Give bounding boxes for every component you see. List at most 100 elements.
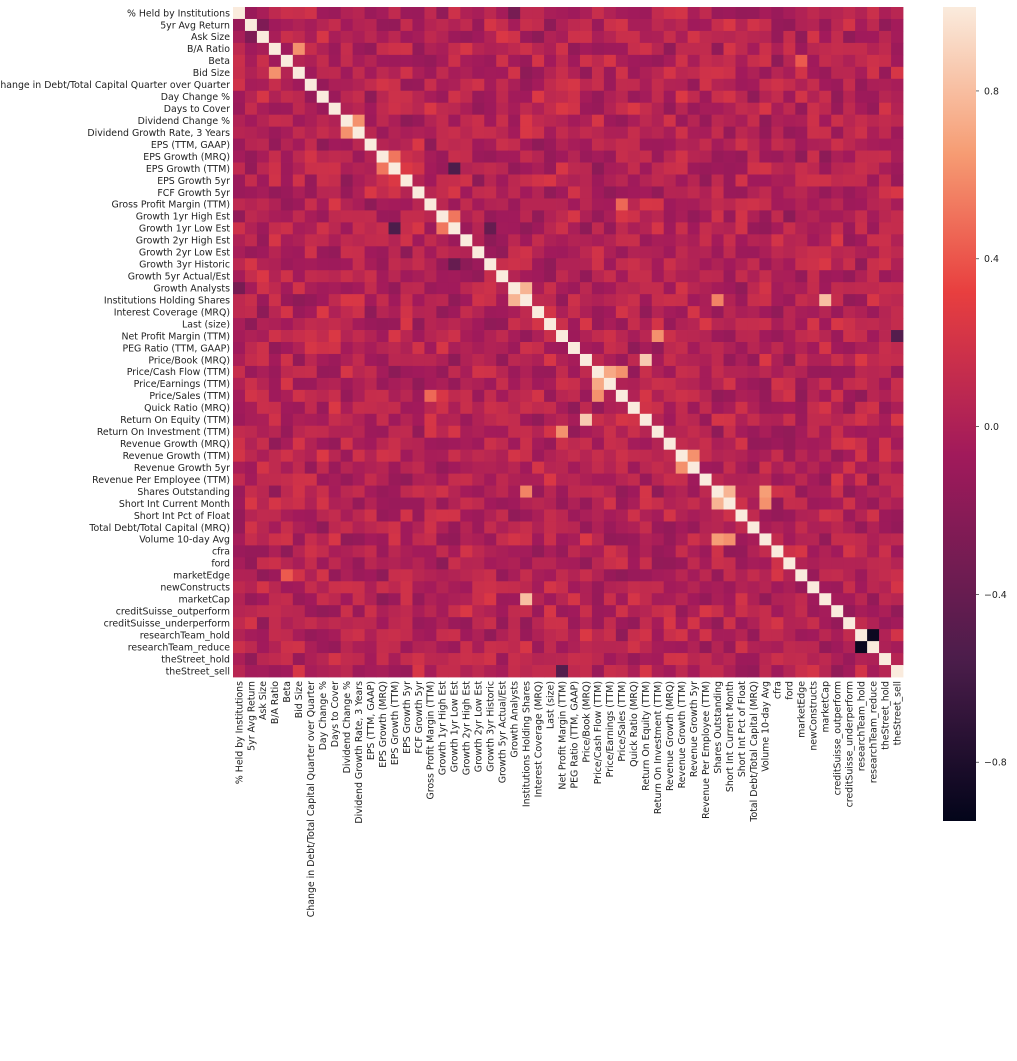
heatmap-cell: [412, 353, 425, 367]
heatmap-cell: [843, 557, 856, 570]
heatmap-cell: [663, 497, 677, 510]
heatmap-cell: [316, 342, 330, 355]
heatmap-cell: [388, 54, 401, 68]
heatmap-cell: [831, 270, 844, 283]
heatmap-cell: [556, 258, 569, 271]
heatmap-cell: [280, 318, 294, 331]
heatmap-cell: [867, 90, 880, 104]
heatmap-cell: [376, 665, 389, 678]
heatmap-cell: [615, 437, 629, 451]
heatmap-cell: [687, 282, 700, 295]
heatmap-cell: [412, 90, 425, 104]
heatmap-cell: [244, 114, 258, 128]
heatmap-cell: [472, 102, 485, 116]
heatmap-cell: [412, 162, 425, 175]
heatmap-cell: [292, 78, 306, 92]
heatmap-cell: [280, 78, 294, 92]
colorbar-gradient: [943, 7, 976, 821]
heatmap-cell: [759, 545, 772, 558]
heatmap-cell: [556, 353, 569, 367]
heatmap-cell: [544, 306, 557, 319]
heatmap-cell: [436, 485, 449, 498]
heatmap-cell: [256, 342, 270, 355]
heatmap-cell: [855, 138, 868, 151]
heatmap-cell: [256, 54, 270, 68]
heatmap-cell: [556, 605, 569, 618]
heatmap-cell: [783, 497, 796, 510]
heatmap-cell: [711, 54, 724, 68]
heatmap-cell: [843, 461, 856, 474]
heatmap-cell: [615, 66, 629, 80]
heatmap-cell: [388, 461, 401, 474]
y-tick-label: 5yr Avg Return: [160, 20, 230, 31]
heatmap-cell: [364, 377, 377, 391]
heatmap-cell: [603, 258, 617, 271]
heatmap-cell: [843, 7, 856, 20]
heatmap-cell: [855, 114, 868, 128]
heatmap-cell: [867, 330, 880, 343]
heatmap-cell: [544, 389, 557, 403]
heatmap-cell: [579, 545, 593, 558]
heatmap-cell: [448, 18, 461, 32]
heatmap-cell: [795, 306, 808, 319]
heatmap-cell: [340, 593, 354, 606]
heatmap-cell: [759, 150, 772, 163]
heatmap-cell: [627, 533, 641, 546]
heatmap-cell: [807, 353, 820, 367]
heatmap-cell: [544, 401, 557, 415]
heatmap-cell: [843, 42, 856, 56]
y-tick-label: ford: [211, 559, 230, 570]
heatmap-cell: [603, 569, 617, 582]
heatmap-cell: [340, 90, 354, 104]
heatmap-cell: [496, 653, 509, 666]
heatmap-cell: [615, 294, 629, 307]
heatmap-cell: [364, 222, 377, 235]
heatmap-cell: [376, 102, 389, 116]
heatmap-cell: [675, 365, 689, 379]
y-tick-label: creditSuisse_underperform: [104, 618, 230, 629]
heatmap-cell: [867, 581, 880, 594]
heatmap-cell: [687, 90, 700, 104]
heatmap-cell: [256, 437, 270, 451]
heatmap-cell: [316, 198, 330, 211]
heatmap-cell: [472, 485, 485, 498]
heatmap-cell: [651, 473, 665, 486]
x-tick-label: Days to Cover: [330, 681, 341, 747]
heatmap-cell: [627, 365, 641, 379]
heatmap-cell: [448, 78, 461, 92]
heatmap-cell: [759, 186, 772, 199]
heatmap-cell: [783, 30, 796, 44]
heatmap-cell: [400, 114, 413, 128]
heatmap-cell: [268, 521, 282, 534]
heatmap-cell: [280, 413, 294, 427]
heatmap-cell: [663, 342, 677, 355]
heatmap-cell: [783, 258, 796, 271]
heatmap-cell: [328, 102, 342, 116]
heatmap-cell: [759, 282, 772, 295]
heatmap-cell: [723, 306, 736, 319]
heatmap-cell: [352, 377, 365, 391]
heatmap-cell: [807, 174, 820, 187]
heatmap-cell: [807, 377, 820, 391]
heatmap-cell: [603, 629, 617, 642]
heatmap-cell: [436, 533, 449, 546]
heatmap-cell: [544, 425, 557, 439]
heatmap-cell: [735, 42, 748, 56]
heatmap-cell: [532, 497, 545, 510]
heatmap-cell: [579, 174, 593, 187]
heatmap-cell: [328, 557, 342, 570]
heatmap-cell: [603, 413, 617, 427]
heatmap-cell: [460, 162, 473, 175]
heatmap-cell: [603, 7, 617, 20]
heatmap-cell: [472, 593, 485, 606]
heatmap-cell: [352, 270, 365, 283]
heatmap-cell: [783, 353, 796, 367]
heatmap-cell: [328, 509, 342, 522]
heatmap-cell: [627, 102, 641, 116]
heatmap-cell: [747, 54, 760, 68]
heatmap-cell: [759, 54, 772, 68]
heatmap-cell: [831, 114, 844, 128]
heatmap-cell: [316, 653, 330, 666]
heatmap-cell: [556, 401, 569, 415]
heatmap-cell: [460, 330, 473, 343]
